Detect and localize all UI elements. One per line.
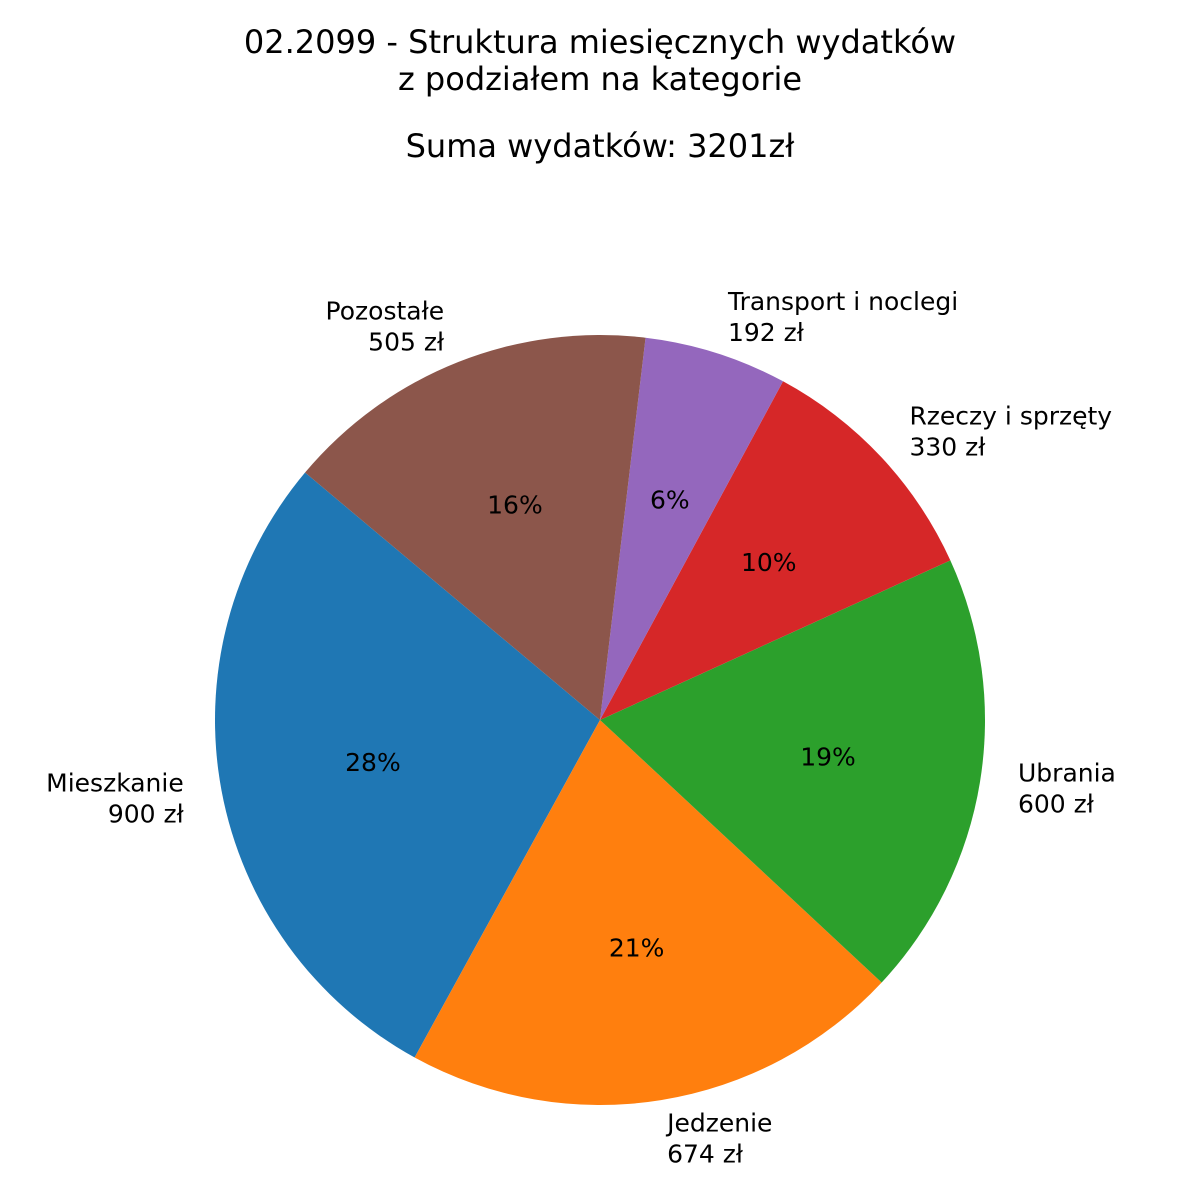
slice-name-rzeczy-i-sprzety: Rzeczy i sprzęty (909, 401, 1112, 430)
chart-title-line-2: z podziałem na kategorie (397, 60, 803, 98)
pct-label-jedzenie: 21% (609, 934, 665, 963)
slice-label-jedzenie: Jedzenie 674 zł (665, 1109, 772, 1169)
pie-slice-mieszkanie (214, 472, 600, 1058)
slice-name-transport-i-noclegi: Transport i noclegi (727, 287, 958, 316)
slice-label-rzeczy-i-sprzety: Rzeczy i sprzęty 330 zł (909, 401, 1112, 461)
chart-title-line-1: 02.2099 - Struktura miesięcznych wydatkó… (243, 23, 957, 61)
pie-slice-transport-i-noclegi (600, 337, 784, 720)
slice-label-ubrania: Ubrania 600 zł (1018, 759, 1116, 819)
slice-value-transport-i-noclegi: 192 zł (728, 318, 805, 347)
pie-slice-jedzenie (414, 720, 882, 1105)
slice-value-rzeczy-i-sprzety: 330 zł (909, 432, 986, 461)
slice-value-jedzenie: 674 zł (667, 1140, 744, 1169)
slice-label-mieszkanie: Mieszkanie 900 zł (46, 768, 184, 828)
slice-label-transport-i-noclegi: Transport i noclegi 192 zł (727, 287, 958, 347)
chart-title: 02.2099 - Struktura miesięcznych wydatkó… (0, 24, 1200, 165)
slice-value-mieszkanie: 900 zł (108, 799, 185, 828)
pie-slice-pozostale (305, 334, 646, 720)
pct-label-mieszkanie: 28% (345, 748, 401, 777)
pie-slice-ubrania (600, 560, 985, 983)
slice-name-jedzenie: Jedzenie (665, 1109, 772, 1138)
pct-label-rzeczy-i-sprzety: 10% (741, 548, 797, 577)
slice-name-pozostale: Pozostałe (326, 297, 445, 326)
chart-total-summary: Suma wydatków: 3201zł (405, 127, 795, 165)
slice-name-mieszkanie: Mieszkanie (46, 768, 184, 797)
slice-name-ubrania: Ubrania (1018, 759, 1116, 788)
slice-value-pozostale: 505 zł (368, 328, 445, 357)
slice-value-ubrania: 600 zł (1018, 790, 1095, 819)
pie-slice-rzeczy-i-sprzety (600, 381, 951, 720)
pct-label-pozostale: 16% (487, 491, 543, 520)
pct-label-ubrania: 19% (800, 743, 856, 772)
slice-label-pozostale: Pozostałe 505 zł (326, 297, 445, 357)
pct-label-transport-i-noclegi: 6% (650, 485, 690, 514)
